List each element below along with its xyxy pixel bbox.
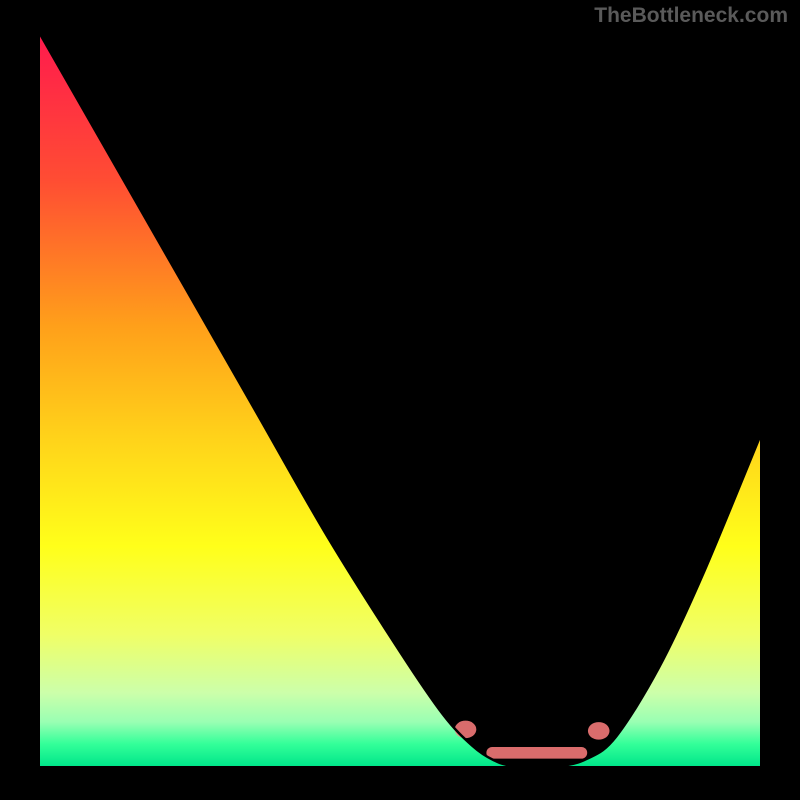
attribution-text: TheBottleneck.com [594,4,788,28]
bottleneck-chart [40,34,760,766]
